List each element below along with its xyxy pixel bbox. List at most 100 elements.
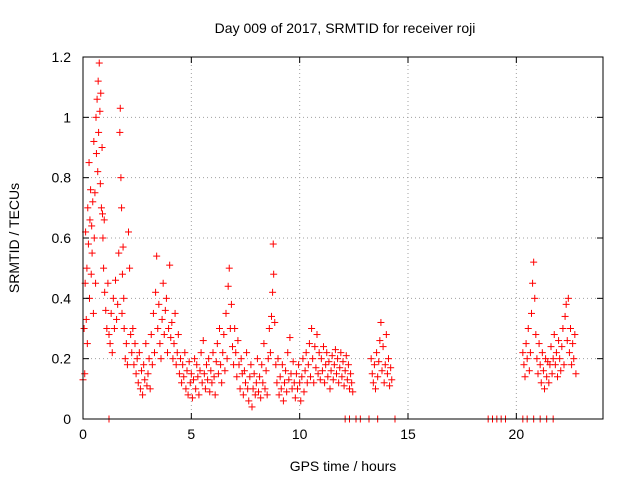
data-point xyxy=(268,312,275,320)
y-tick-label: 0 xyxy=(63,411,71,427)
data-point xyxy=(550,331,558,339)
data-point xyxy=(256,373,264,381)
data-point xyxy=(132,370,140,378)
data-point xyxy=(297,397,305,405)
data-point xyxy=(92,279,100,287)
y-tick-label: 0.4 xyxy=(52,290,72,306)
data-point xyxy=(549,355,557,363)
data-point xyxy=(387,364,395,372)
data-point xyxy=(292,370,300,378)
data-point xyxy=(243,349,251,357)
data-point xyxy=(233,373,241,381)
data-point xyxy=(216,325,223,332)
data-point xyxy=(283,388,291,396)
data-point xyxy=(169,355,177,363)
data-point xyxy=(127,331,135,339)
data-point xyxy=(324,373,332,381)
data-point xyxy=(115,249,123,257)
data-point xyxy=(536,361,544,369)
data-point xyxy=(131,340,139,348)
data-point xyxy=(274,355,282,363)
data-point xyxy=(87,270,95,278)
data-point xyxy=(222,309,230,317)
data-point xyxy=(203,361,210,369)
data-point xyxy=(106,340,114,348)
data-point xyxy=(135,349,143,357)
data-point xyxy=(157,355,165,363)
data-point xyxy=(145,355,153,363)
data-point xyxy=(278,361,286,369)
data-point xyxy=(129,325,137,332)
data-point xyxy=(277,385,285,393)
data-point xyxy=(258,361,266,369)
data-point xyxy=(269,240,277,248)
data-point xyxy=(167,334,175,342)
data-point xyxy=(170,340,178,348)
data-point xyxy=(116,128,124,136)
data-points xyxy=(79,59,580,423)
data-point xyxy=(272,361,280,369)
data-point xyxy=(118,309,126,317)
data-point xyxy=(195,391,203,399)
data-point xyxy=(92,150,100,158)
data-point xyxy=(90,234,98,242)
data-point xyxy=(246,373,254,381)
data-point xyxy=(114,300,122,308)
data-point xyxy=(147,331,155,339)
data-point xyxy=(211,391,219,399)
data-point xyxy=(185,358,193,366)
data-point xyxy=(97,204,105,212)
data-point xyxy=(168,318,176,326)
data-point xyxy=(270,270,278,278)
data-point xyxy=(378,367,386,375)
data-point xyxy=(140,361,148,369)
data-point xyxy=(139,391,147,399)
data-point xyxy=(383,370,391,378)
data-point xyxy=(316,376,324,384)
data-point xyxy=(116,104,124,112)
data-point xyxy=(181,349,189,357)
data-point xyxy=(180,373,188,381)
data-point xyxy=(146,385,154,393)
data-point xyxy=(310,379,318,387)
data-point xyxy=(104,279,112,287)
data-point xyxy=(305,340,313,348)
data-point xyxy=(82,315,90,323)
data-point xyxy=(519,349,527,357)
data-point xyxy=(123,361,131,369)
data-point xyxy=(136,385,144,393)
data-point xyxy=(559,325,567,332)
data-point xyxy=(210,373,218,381)
data-point xyxy=(224,282,232,290)
data-point xyxy=(239,391,247,399)
y-tick-label: 0.2 xyxy=(52,351,72,367)
data-point xyxy=(249,385,257,393)
data-point xyxy=(95,59,103,67)
axis-ticks xyxy=(82,56,603,420)
data-point xyxy=(558,343,566,351)
data-point xyxy=(89,198,97,206)
data-point xyxy=(539,367,547,375)
data-point xyxy=(194,373,202,381)
data-point xyxy=(198,379,206,387)
data-point xyxy=(260,340,268,348)
data-point xyxy=(299,355,307,363)
data-point xyxy=(285,376,293,384)
data-point xyxy=(565,349,573,357)
data-point xyxy=(133,355,141,363)
data-point xyxy=(349,388,357,396)
data-point xyxy=(225,264,233,272)
data-point xyxy=(227,300,235,308)
data-point xyxy=(108,349,116,357)
data-point xyxy=(567,325,574,332)
data-point xyxy=(119,243,127,251)
data-point xyxy=(221,367,229,375)
data-point xyxy=(143,382,151,390)
data-point xyxy=(307,373,314,381)
data-point xyxy=(237,355,245,363)
data-point xyxy=(312,364,320,372)
x-tick-label: 0 xyxy=(79,426,87,442)
data-point xyxy=(300,388,308,396)
data-point xyxy=(367,355,375,363)
data-point xyxy=(331,346,339,354)
